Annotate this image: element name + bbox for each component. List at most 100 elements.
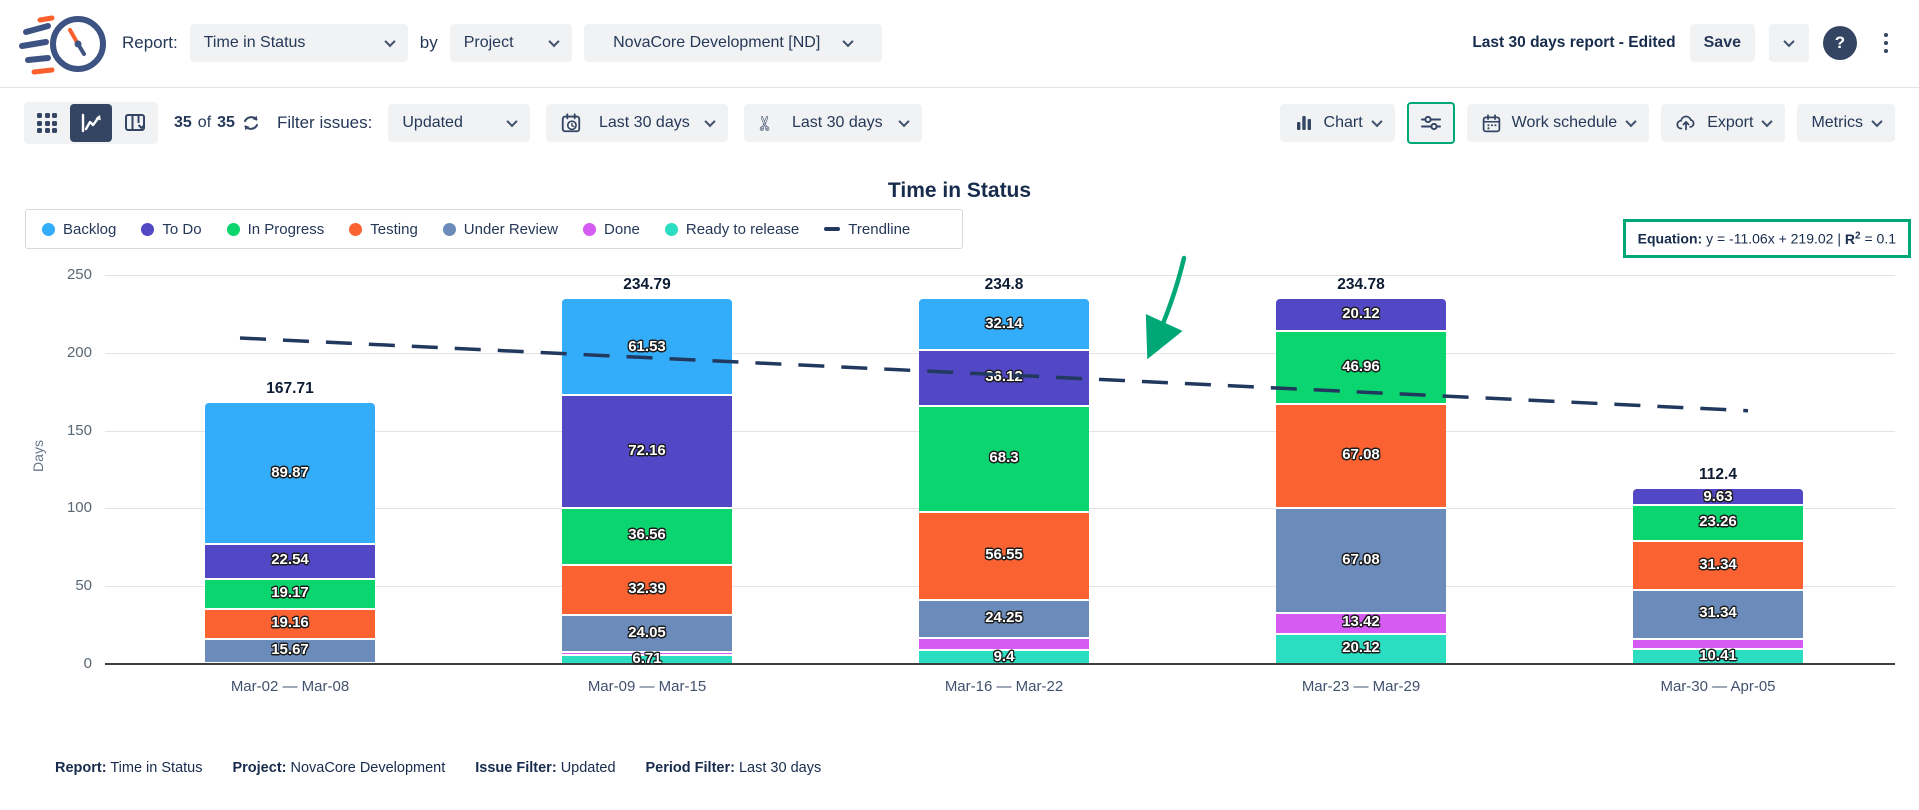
y-axis-tick-label: 250	[66, 266, 92, 283]
bar-segment-value: 32.39	[628, 579, 666, 597]
bar-segment[interactable]	[205, 661, 375, 664]
footer-report: Report: Time in Status	[55, 760, 203, 776]
bar-segment-value: 89.87	[271, 463, 309, 481]
bar-segment-value: 72.16	[628, 441, 666, 459]
y-axis-tick-label: 100	[66, 499, 92, 517]
bar-segment[interactable]	[562, 653, 732, 664]
by-label: by	[419, 33, 438, 52]
bar-segment-value: 24.25	[985, 608, 1023, 626]
timeline-view-icon	[125, 114, 146, 131]
bar-segment-value: 61.53	[628, 337, 666, 355]
timeline-view-button[interactable]	[114, 104, 156, 142]
bar-segment[interactable]	[1276, 507, 1446, 612]
chart-type-select[interactable]: Chart	[1279, 104, 1395, 142]
bar-segment[interactable]	[1276, 611, 1446, 633]
bar-segment[interactable]	[562, 651, 732, 654]
refresh-icon[interactable]	[241, 113, 261, 133]
legend-item-trendline[interactable]: Trendline	[824, 221, 910, 238]
bar-segment[interactable]	[1633, 504, 1803, 541]
chart-legend: Backlog To Do In Progress Testing Under Revi…	[25, 209, 963, 249]
bar-segment[interactable]	[1633, 489, 1803, 505]
bar-segment[interactable]	[562, 563, 732, 614]
more-options-button[interactable]	[1871, 24, 1901, 62]
bar-segment[interactable]	[1633, 540, 1803, 590]
y-axis-tick-label: 200	[66, 343, 92, 361]
bar-segment-value: 19.16	[271, 613, 309, 631]
bar-segment-value: 32.14	[985, 314, 1023, 332]
x-axis-category-label: Mar-30 — Apr-05	[1660, 678, 1776, 695]
bar-segment-value: 31.34	[1699, 604, 1737, 622]
chart-settings-button[interactable]	[1406, 102, 1455, 144]
legend-dot	[583, 222, 597, 236]
bar-segment[interactable]	[205, 577, 375, 608]
bar-segment[interactable]	[919, 636, 1089, 650]
bar-segment-value: 23.26	[1699, 513, 1737, 531]
bar-segment[interactable]	[919, 404, 1089, 512]
footer-issue-filter: Issue Filter: Updated	[475, 760, 616, 776]
bar-segment[interactable]	[205, 637, 375, 662]
legend-item-backlog[interactable]: Backlog	[42, 221, 116, 238]
legend-dot	[141, 222, 155, 236]
help-button[interactable]: ?	[1823, 26, 1857, 60]
bar-segment[interactable]	[562, 506, 732, 564]
issue-filter-select[interactable]: Updated	[388, 104, 531, 142]
export-select[interactable]: Export	[1661, 104, 1786, 142]
bar-segment-value: 20.12	[1342, 305, 1380, 323]
bar-total-label: 234.79	[623, 275, 671, 293]
legend-item-to-do[interactable]: To Do	[141, 221, 202, 238]
x-axis-line	[105, 663, 1895, 665]
chart-view-button[interactable]	[70, 104, 112, 142]
save-options-button[interactable]	[1769, 24, 1809, 62]
bar-segment[interactable]	[562, 613, 732, 652]
calendar-clock-icon	[562, 113, 581, 133]
bar-total-label: 112.4	[1699, 466, 1737, 484]
trendline-dash-icon	[824, 227, 841, 231]
bar-segment[interactable]	[205, 542, 375, 578]
bar-segment[interactable]	[1276, 632, 1446, 664]
legend-item-under-review[interactable]: Under Review	[442, 221, 558, 238]
bar-total-label: 167.71	[266, 380, 314, 398]
bar-segment[interactable]	[205, 403, 375, 543]
bar-total-label: 234.78	[1337, 275, 1385, 293]
legend-item-in-progress[interactable]: In Progress	[226, 221, 324, 238]
toolbar: 35 of 35 Filter issues: Updated Last 30 …	[0, 100, 1919, 146]
period-filter-select[interactable]: Last 30 days	[546, 104, 729, 142]
grid-view-button[interactable]	[26, 104, 68, 142]
bar-segment-value: 6.71	[632, 649, 662, 667]
app-logo	[18, 10, 110, 76]
bar-segment[interactable]	[1633, 647, 1803, 664]
bar-segment[interactable]	[1633, 637, 1803, 648]
y-axis-tick-label: 0	[83, 655, 92, 672]
metrics-select[interactable]: Metrics	[1797, 104, 1895, 142]
legend-item-done[interactable]: Done	[583, 221, 640, 238]
save-button[interactable]: Save	[1689, 24, 1755, 62]
bar-segment[interactable]	[562, 394, 732, 507]
sliders-icon	[1420, 115, 1441, 131]
bar-segment-value: 9.4	[993, 647, 1015, 665]
bar-segment[interactable]	[1633, 589, 1803, 638]
bar-segment[interactable]	[919, 599, 1089, 637]
bar-segment-value: 68.3	[989, 449, 1019, 466]
line-chart-icon	[81, 113, 101, 133]
legend-dot	[42, 222, 55, 236]
report-type-select[interactable]: Time in Status	[189, 24, 408, 62]
bar-segment[interactable]	[919, 511, 1089, 600]
bar-segment-value: 13.42	[1342, 613, 1380, 631]
bar-segment[interactable]	[919, 649, 1089, 664]
chart-title: Time in Status	[887, 179, 1032, 202]
legend-item-ready-to-release[interactable]: Ready to release	[664, 221, 799, 238]
legend-item-testing[interactable]: Testing	[349, 221, 418, 238]
time-limit-select[interactable]: ✄ Last 30 days	[744, 104, 923, 142]
group-by-select[interactable]: Project	[449, 24, 572, 62]
work-schedule-select[interactable]: Work schedule	[1466, 104, 1650, 142]
app-header: Report: Time in Status by Project NovaCo…	[0, 0, 1919, 86]
project-select[interactable]: NovaCore Development [ND]	[583, 24, 882, 62]
bar-segment[interactable]	[1276, 298, 1446, 330]
report-summary-footer: Report: Time in Status Project: NovaCore…	[55, 760, 821, 776]
gridline	[105, 275, 1895, 276]
x-axis-category-label: Mar-16 — Mar-22	[944, 678, 1064, 695]
legend-dot	[664, 222, 678, 236]
bar-chart-icon	[1296, 116, 1311, 130]
bar-segment[interactable]	[205, 607, 375, 638]
